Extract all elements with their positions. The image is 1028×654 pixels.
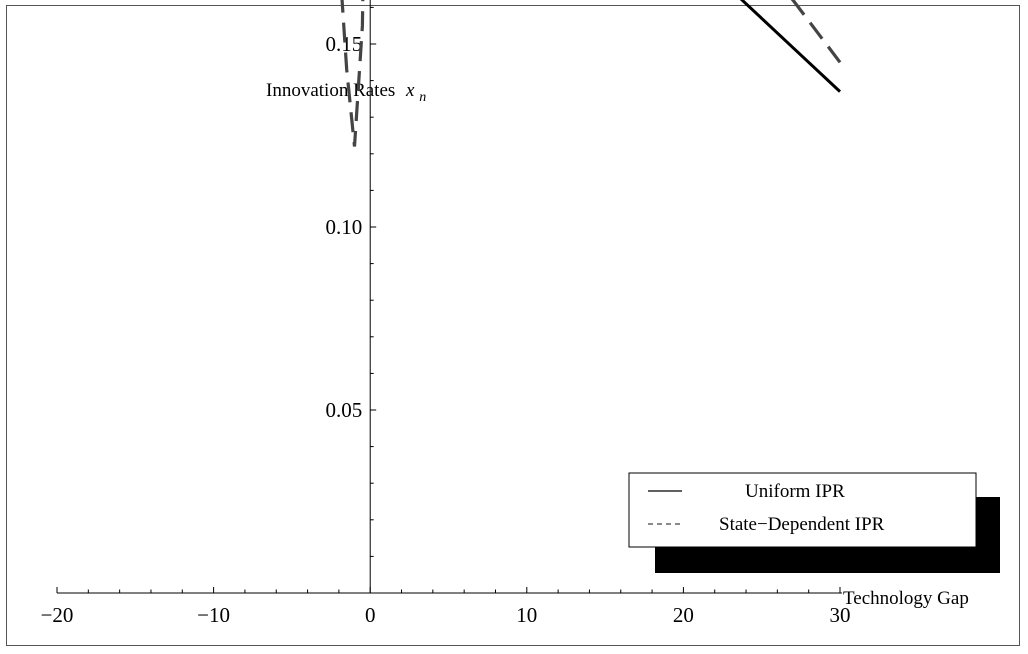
x-tick-label: 0 [365, 603, 376, 627]
legend-label-state-dependent: State−Dependent IPR [719, 514, 885, 535]
x-tick-label: 20 [673, 603, 694, 627]
y-axis-title-var: x [405, 80, 415, 101]
x-axis-title: Technology Gap [843, 588, 969, 609]
x-tick-label: −20 [41, 603, 74, 627]
tick-labels: −20−1001020300.050.100.150.200.250.300.3… [41, 32, 851, 627]
y-axis-title-text: Innovation Rates [266, 80, 395, 101]
x-tick-label: −10 [197, 603, 230, 627]
x-tick-label: 10 [516, 603, 537, 627]
series-line-state-dependent [340, 0, 842, 147]
axes [57, 0, 842, 594]
y-axis-title-subscript: n [419, 90, 426, 105]
y-tick-label: 0.10 [325, 215, 362, 239]
x-tick-label: 30 [830, 603, 851, 627]
y-tick-label: 0.05 [325, 398, 362, 422]
legend-box [628, 472, 977, 548]
legend-label-uniform: Uniform IPR [745, 481, 845, 502]
series-group [340, 0, 842, 147]
legend: Uniform IPR State−Dependent IPR [628, 472, 1000, 573]
series-line-uniform [739, 0, 842, 93]
ticks [56, 6, 841, 593]
y-axis-title: Innovation Rates x n [266, 80, 426, 105]
